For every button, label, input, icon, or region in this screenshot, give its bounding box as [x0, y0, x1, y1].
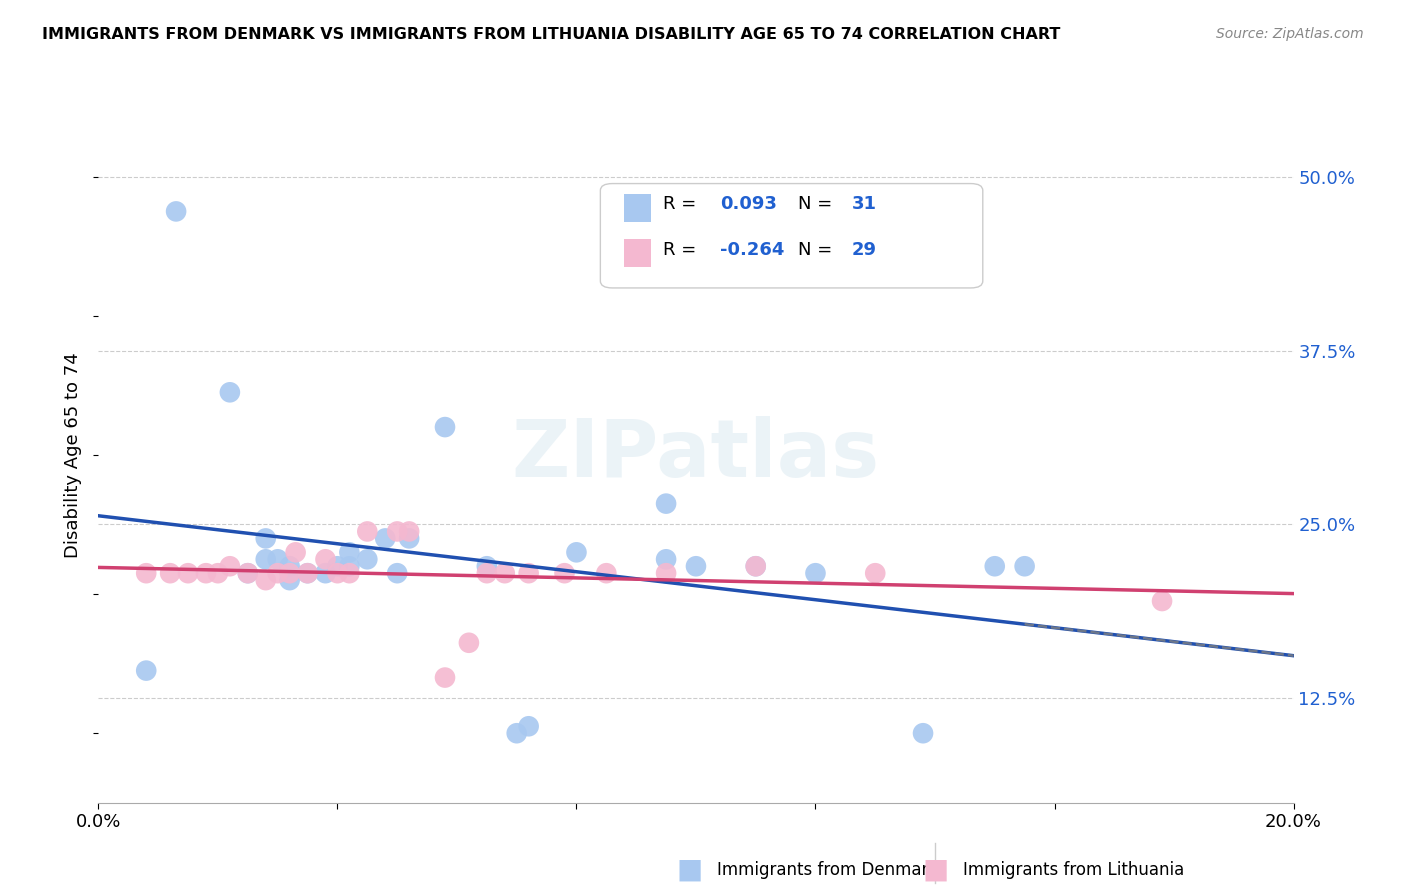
Point [1150, 594, 1173, 608]
Text: N =: N = [797, 195, 838, 213]
Point [434, 671, 457, 685]
Text: ZIPatlas: ZIPatlas [512, 416, 880, 494]
Point [284, 545, 307, 559]
Point [177, 566, 200, 581]
Text: ■: ■ [922, 855, 949, 884]
Point [236, 566, 259, 581]
Point [135, 664, 157, 678]
Point [595, 566, 617, 581]
Point [254, 552, 277, 566]
Text: 29: 29 [852, 241, 876, 259]
Point [315, 566, 337, 581]
Point [745, 559, 768, 574]
Point [912, 726, 935, 740]
Point [984, 559, 1007, 574]
Text: N =: N = [797, 241, 838, 259]
Point [254, 573, 277, 587]
Bar [624, 194, 651, 222]
Point [219, 559, 242, 574]
Point [398, 524, 420, 539]
Text: Immigrants from Denmark: Immigrants from Denmark [717, 861, 938, 879]
Bar [624, 239, 651, 267]
Point [655, 497, 678, 511]
FancyBboxPatch shape [600, 184, 983, 288]
Point [494, 566, 516, 581]
Point [655, 566, 678, 581]
Point [254, 532, 277, 546]
Point [339, 559, 360, 574]
Point [195, 566, 218, 581]
Point [458, 636, 481, 650]
Point [475, 566, 498, 581]
Point [236, 566, 259, 581]
Text: R =: R = [662, 195, 702, 213]
Point [356, 524, 378, 539]
Point [135, 566, 157, 581]
Point [685, 559, 707, 574]
Point [339, 545, 360, 559]
Point [385, 524, 409, 539]
Point [278, 566, 301, 581]
Point [374, 532, 396, 546]
Point [267, 566, 290, 581]
Point [517, 719, 540, 733]
Text: IMMIGRANTS FROM DENMARK VS IMMIGRANTS FROM LITHUANIA DISABILITY AGE 65 TO 74 COR: IMMIGRANTS FROM DENMARK VS IMMIGRANTS FR… [42, 27, 1060, 42]
Text: 0.093: 0.093 [720, 195, 776, 213]
Point [745, 559, 768, 574]
Point [267, 552, 290, 566]
Point [865, 566, 887, 581]
Point [326, 559, 349, 574]
Point [356, 552, 378, 566]
Point [297, 566, 319, 581]
Point [297, 566, 319, 581]
Text: 31: 31 [852, 195, 876, 213]
Point [385, 566, 409, 581]
Text: Immigrants from Lithuania: Immigrants from Lithuania [963, 861, 1184, 879]
Point [159, 566, 181, 581]
Point [565, 545, 588, 559]
Y-axis label: Disability Age 65 to 74: Disability Age 65 to 74 [65, 352, 83, 558]
Text: Source: ZipAtlas.com: Source: ZipAtlas.com [1216, 27, 1364, 41]
Point [804, 566, 827, 581]
Point [655, 552, 678, 566]
Point [475, 559, 498, 574]
Point [207, 566, 229, 581]
Point [554, 566, 576, 581]
Text: R =: R = [662, 241, 702, 259]
Point [434, 420, 457, 434]
Text: ■: ■ [676, 855, 703, 884]
Point [506, 726, 529, 740]
Point [1014, 559, 1036, 574]
Point [339, 566, 360, 581]
Point [278, 573, 301, 587]
Point [398, 532, 420, 546]
Point [219, 385, 242, 400]
Point [278, 559, 301, 574]
Point [326, 566, 349, 581]
Point [517, 566, 540, 581]
Text: -0.264: -0.264 [720, 241, 785, 259]
Point [315, 552, 337, 566]
Point [165, 204, 187, 219]
